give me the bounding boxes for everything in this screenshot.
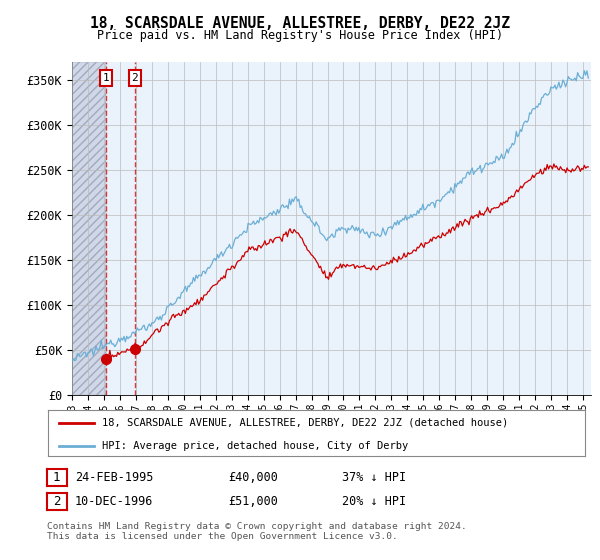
Text: 37% ↓ HPI: 37% ↓ HPI xyxy=(342,470,406,484)
Text: 2: 2 xyxy=(131,73,138,83)
Text: Price paid vs. HM Land Registry's House Price Index (HPI): Price paid vs. HM Land Registry's House … xyxy=(97,29,503,42)
Text: 10-DEC-1996: 10-DEC-1996 xyxy=(75,494,154,508)
Bar xyxy=(72,62,106,395)
Text: 24-FEB-1995: 24-FEB-1995 xyxy=(75,470,154,484)
Text: 18, SCARSDALE AVENUE, ALLESTREE, DERBY, DE22 2JZ (detached house): 18, SCARSDALE AVENUE, ALLESTREE, DERBY, … xyxy=(102,418,508,428)
Text: 1: 1 xyxy=(103,73,109,83)
Text: 18, SCARSDALE AVENUE, ALLESTREE, DERBY, DE22 2JZ: 18, SCARSDALE AVENUE, ALLESTREE, DERBY, … xyxy=(90,16,510,31)
Text: Contains HM Land Registry data © Crown copyright and database right 2024.
This d: Contains HM Land Registry data © Crown c… xyxy=(47,522,467,542)
Text: 20% ↓ HPI: 20% ↓ HPI xyxy=(342,494,406,508)
Text: £51,000: £51,000 xyxy=(228,494,278,508)
Text: 1: 1 xyxy=(53,470,61,484)
Text: HPI: Average price, detached house, City of Derby: HPI: Average price, detached house, City… xyxy=(102,441,408,451)
Text: 2: 2 xyxy=(53,494,61,508)
Bar xyxy=(106,62,591,395)
Text: £40,000: £40,000 xyxy=(228,470,278,484)
